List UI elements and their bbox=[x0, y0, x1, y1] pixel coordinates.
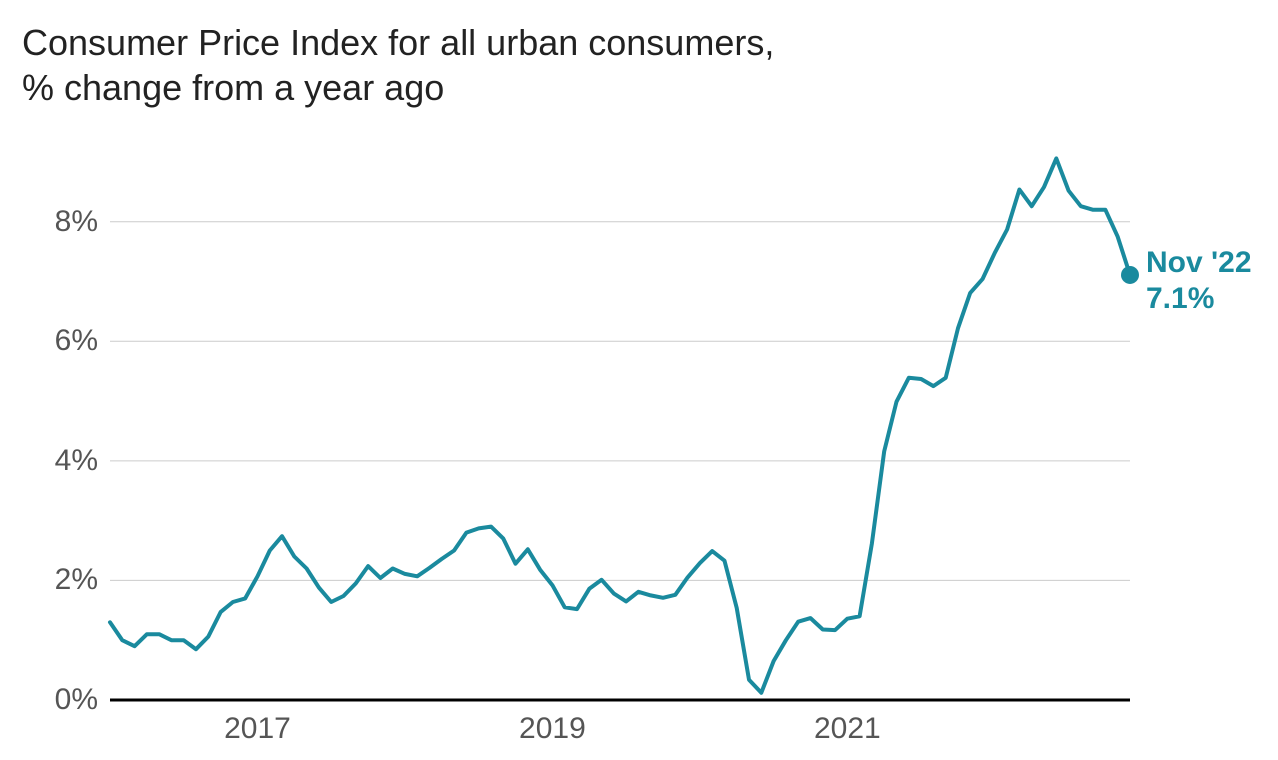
cpi-series-line bbox=[110, 158, 1130, 692]
y-tick-label: 4% bbox=[8, 444, 98, 478]
endpoint-date: Nov '22 bbox=[1146, 246, 1252, 279]
y-tick-label: 6% bbox=[8, 324, 98, 358]
y-tick-label: 0% bbox=[8, 683, 98, 717]
endpoint-marker bbox=[1121, 266, 1139, 284]
y-tick-label: 2% bbox=[8, 563, 98, 597]
x-tick-label: 2017 bbox=[224, 712, 291, 746]
x-tick-label: 2019 bbox=[519, 712, 586, 746]
y-tick-label: 8% bbox=[8, 205, 98, 239]
x-tick-label: 2021 bbox=[814, 712, 881, 746]
endpoint-value: 7.1% bbox=[1146, 282, 1214, 315]
cpi-line-chart: Consumer Price Index for all urban consu… bbox=[0, 0, 1278, 760]
endpoint-label: Nov '22 7.1% bbox=[1146, 245, 1252, 317]
chart-svg bbox=[0, 0, 1278, 760]
